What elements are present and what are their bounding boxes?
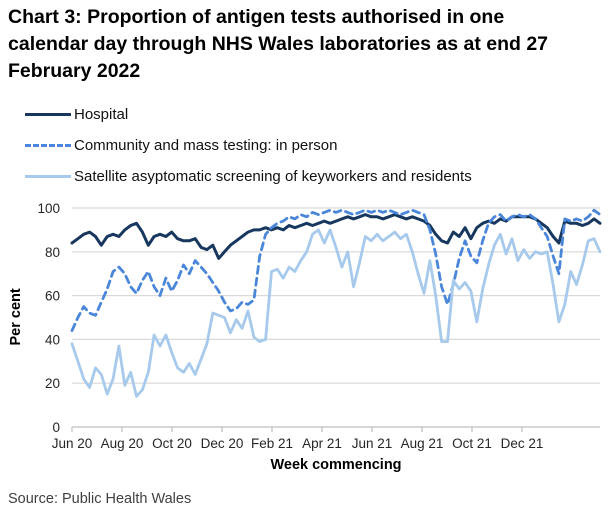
x-tick-label: Oct 20 <box>152 436 192 451</box>
legend-label-community: Community and mass testing: in person <box>74 136 338 154</box>
y-tick-label: 60 <box>45 289 60 304</box>
satellite-series-line <box>70 228 602 398</box>
x-tick-label: Aug 21 <box>401 436 444 451</box>
x-tick-label: Oct 21 <box>452 436 492 451</box>
x-axis-title: Week commencing <box>270 457 401 473</box>
y-axis-title: Per cent <box>8 288 24 345</box>
hospital-line-swatch <box>25 112 71 116</box>
y-tick-label: 0 <box>52 420 60 435</box>
x-tick-label: Jun 20 <box>52 436 93 451</box>
legend-item-hospital: Hospital <box>25 105 585 123</box>
x-tick-label: Jun 21 <box>352 436 393 451</box>
community-dashed-line-swatch <box>25 143 71 147</box>
x-tick-label: Dec 21 <box>501 436 544 451</box>
legend-item-community: Community and mass testing: in person <box>25 136 585 154</box>
legend-label-satellite: Satellite asyptomatic screening of keywo… <box>74 167 472 185</box>
legend-item-satellite: Satellite asyptomatic screening of keywo… <box>25 167 585 185</box>
satellite-line-swatch <box>25 174 71 178</box>
y-tick-label: 40 <box>45 332 60 347</box>
y-tick-label: 100 <box>37 201 60 216</box>
chart-title: Chart 3: Proportion of antigen tests aut… <box>8 6 549 82</box>
y-tick-label: 80 <box>45 245 60 260</box>
source-text: Source: Public Health Wales <box>8 491 192 507</box>
y-tick-label: 20 <box>45 376 60 391</box>
x-tick-label: Feb 21 <box>251 436 293 451</box>
chart-legend: Hospital Community and mass testing: in … <box>25 106 585 199</box>
x-tick-label: Apr 21 <box>302 436 342 451</box>
legend-label-hospital: Hospital <box>74 105 129 123</box>
community-series-line <box>70 208 602 333</box>
x-tick-label: Aug 20 <box>101 436 144 451</box>
x-tick-label: Dec 20 <box>201 436 244 451</box>
